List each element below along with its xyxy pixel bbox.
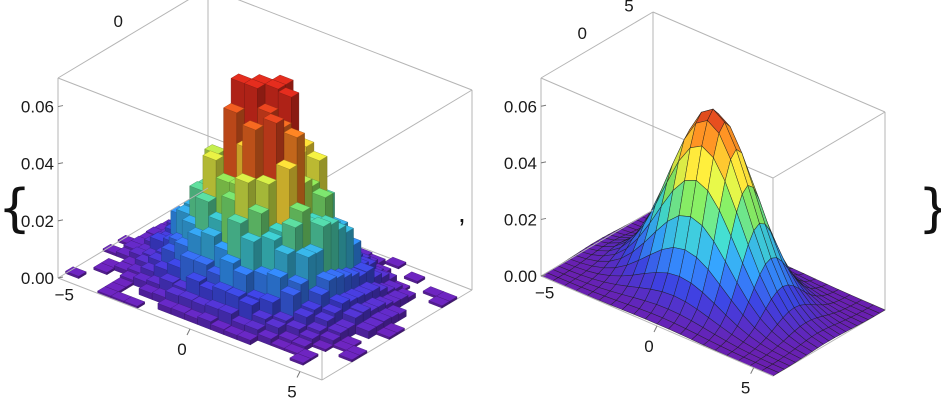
histogram-bar xyxy=(236,330,259,346)
right-z-tick-label: 0.06 xyxy=(504,97,537,116)
right-x-tick-mark xyxy=(750,367,755,374)
histogram-bar xyxy=(65,266,87,279)
right-box-edge xyxy=(540,11,654,79)
histogram-bar xyxy=(375,327,398,340)
right-z-tick-label: 0.00 xyxy=(504,267,537,286)
left-z-tick-mark xyxy=(57,105,64,108)
left-x-tick-label: 0 xyxy=(177,340,186,359)
histogram-bar xyxy=(338,349,360,363)
left-z-tick-mark xyxy=(57,219,64,222)
histogram-bar xyxy=(428,295,450,309)
right-z-tick-mark xyxy=(540,217,547,220)
list-open-brace: { xyxy=(0,179,31,239)
right-z-tick-mark xyxy=(540,161,547,164)
left-y-tick-label: 0 xyxy=(114,12,123,31)
right-x-tick-label: −5 xyxy=(535,283,554,302)
left-x-tick-mark xyxy=(296,371,301,378)
left-x-tick-mark xyxy=(186,328,191,336)
left-box-edge xyxy=(237,0,473,91)
histogram-bar xyxy=(93,262,115,276)
left-z-tick-label: 0.00 xyxy=(21,269,54,288)
histogram-bar xyxy=(123,296,146,309)
left-z-tick-label: 0.06 xyxy=(21,98,54,117)
left-box-edge xyxy=(57,0,189,79)
left-x-tick-label: −5 xyxy=(55,286,74,305)
right-z-tick-label: 0.02 xyxy=(504,210,537,229)
left-z-tick-label: 0.02 xyxy=(21,212,54,231)
histogram-bar xyxy=(403,271,426,285)
left-z-tick-mark xyxy=(57,276,64,279)
right-z-tick-label: 0.04 xyxy=(504,154,537,173)
right-z-tick-mark xyxy=(540,104,547,107)
right-z-tick-mark xyxy=(540,274,547,277)
surface-3d-plot: 0.00 0.02 0.04 0.06 0 5 −5 0 5 xyxy=(504,0,886,398)
list-separator: , xyxy=(458,197,466,228)
right-box-edge xyxy=(540,209,654,277)
right-y-tick-label: 0 xyxy=(578,24,587,43)
left-z-tick-label: 0.04 xyxy=(21,155,54,174)
left-z-tick-mark xyxy=(57,162,64,165)
right-x-tick-mark xyxy=(653,325,658,333)
list-close-brace: } xyxy=(918,179,941,239)
right-box-edge xyxy=(652,11,886,113)
right-x-tick-label: 5 xyxy=(741,379,750,398)
left-x-tick-label: 5 xyxy=(287,383,296,402)
left-box-edge xyxy=(57,187,209,279)
right-y-tick-label: 5 xyxy=(624,0,633,16)
histogram-bar xyxy=(289,353,312,366)
left-box-edge xyxy=(321,89,473,181)
right-x-tick-label: 0 xyxy=(644,337,653,356)
histogram-bar xyxy=(384,256,407,270)
right-box-edge xyxy=(772,111,886,179)
